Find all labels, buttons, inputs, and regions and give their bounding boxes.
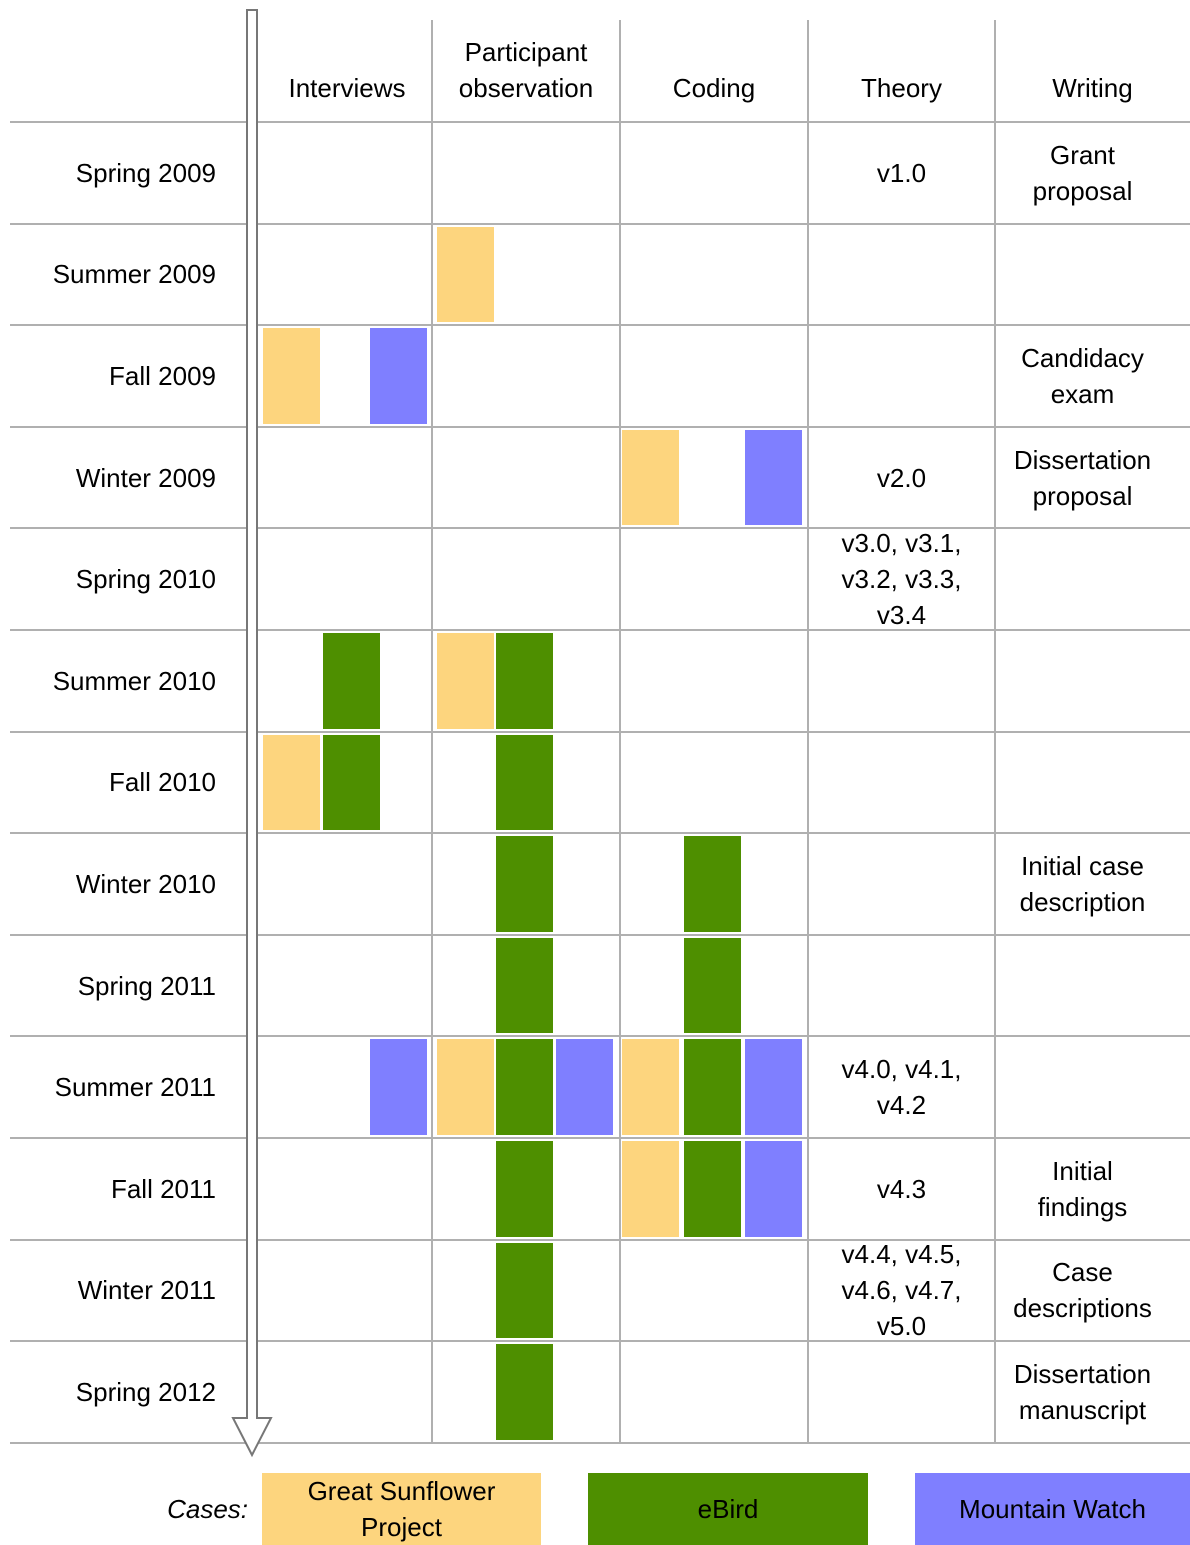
row-label: Winter 2009: [75, 462, 216, 493]
case-block: [496, 1141, 553, 1237]
legend-title: Cases:: [167, 1494, 248, 1524]
row-line: [10, 933, 1190, 936]
case-block: [684, 937, 741, 1034]
theory-cell: v3.0, v3.1, v3.2, v3.3, v3.4: [841, 528, 962, 631]
legend-item: Great Sunflower Project: [262, 1473, 541, 1545]
row-line: [10, 527, 1190, 530]
column-header: Coding: [672, 73, 756, 103]
writing-cell: Initial findings: [1037, 1155, 1128, 1222]
writing-cell: Grant proposal: [1032, 139, 1133, 206]
legend-item: eBird: [588, 1473, 868, 1545]
row-line: [10, 1340, 1190, 1343]
case-block: [437, 226, 494, 323]
case-block: [496, 1242, 553, 1339]
row-label: Fall 2009: [109, 360, 216, 391]
column-line: [619, 20, 621, 1443]
case-block: [496, 1344, 553, 1440]
case-block: [684, 1039, 741, 1135]
row-label: Fall 2011: [110, 1173, 216, 1204]
case-block: [496, 734, 553, 831]
case-block: [745, 1141, 802, 1237]
row-label: Winter 2010: [75, 868, 216, 899]
row-line: [10, 1238, 1190, 1241]
case-block: [496, 633, 553, 729]
row-line: [10, 629, 1190, 631]
case-block: [370, 1039, 427, 1135]
row-label: Summer 2009: [52, 259, 216, 290]
case-block: [684, 1141, 741, 1237]
row-line: [10, 425, 1190, 428]
row-line: [10, 121, 1190, 123]
row-label: Spring 2009: [75, 157, 216, 188]
theory-cell: v2.0: [876, 462, 927, 493]
row-line: [10, 222, 1190, 225]
theory-cell: v4.3: [876, 1173, 927, 1204]
case-block: [437, 633, 494, 729]
writing-cell: Initial case description: [1019, 850, 1146, 917]
theory-cell: v4.0, v4.1, v4.2: [841, 1054, 962, 1121]
case-block: [745, 1039, 802, 1135]
row-label: Spring 2011: [77, 970, 216, 1001]
row-line: [10, 324, 1190, 327]
row-label: Summer 2010: [52, 665, 216, 696]
column-header: Writing: [1052, 73, 1133, 103]
writing-cell: Candidacy exam: [1021, 342, 1144, 409]
writing-cell: Dissertation manuscript: [1013, 1358, 1152, 1425]
column-header: Participant observation: [458, 37, 594, 103]
column-header: Interviews: [288, 73, 406, 103]
row-line: [10, 832, 1190, 835]
case-block: [556, 1039, 613, 1135]
case-block: [496, 1039, 553, 1135]
row-line: [10, 730, 1190, 733]
theory-cell: v4.4, v4.5, v4.6, v4.7, v5.0: [841, 1239, 962, 1342]
arrow-shape: [231, 9, 273, 1458]
case-block: [622, 429, 679, 526]
row-label: Summer 2011: [54, 1072, 216, 1103]
case-block: [496, 836, 553, 932]
case-block: [496, 937, 553, 1034]
case-block: [622, 1039, 679, 1135]
row-label: Winter 2011: [77, 1275, 216, 1306]
case-block: [684, 836, 741, 932]
row-line: [10, 1441, 1190, 1444]
column-line: [807, 20, 809, 1443]
writing-cell: Case descriptions: [1013, 1257, 1152, 1324]
case-block: [263, 328, 320, 424]
row-label: Spring 2012: [75, 1376, 216, 1407]
row-line: [10, 1035, 1190, 1038]
case-block: [437, 1039, 494, 1135]
case-block: [745, 429, 802, 526]
column-line: [994, 20, 996, 1443]
row-label: Fall 2010: [109, 767, 216, 798]
case-block: [323, 633, 380, 729]
theory-cell: v1.0: [876, 157, 927, 188]
case-block: [370, 328, 427, 424]
legend-item: Mountain Watch: [915, 1473, 1190, 1545]
column-line: [431, 20, 433, 1443]
row-label: Spring 2010: [75, 564, 216, 595]
row-line: [10, 1137, 1190, 1139]
column-header: Theory: [861, 73, 942, 103]
writing-cell: Dissertation proposal: [1013, 444, 1152, 511]
case-block: [323, 734, 380, 831]
case-block: [622, 1141, 679, 1237]
case-block: [263, 734, 320, 831]
